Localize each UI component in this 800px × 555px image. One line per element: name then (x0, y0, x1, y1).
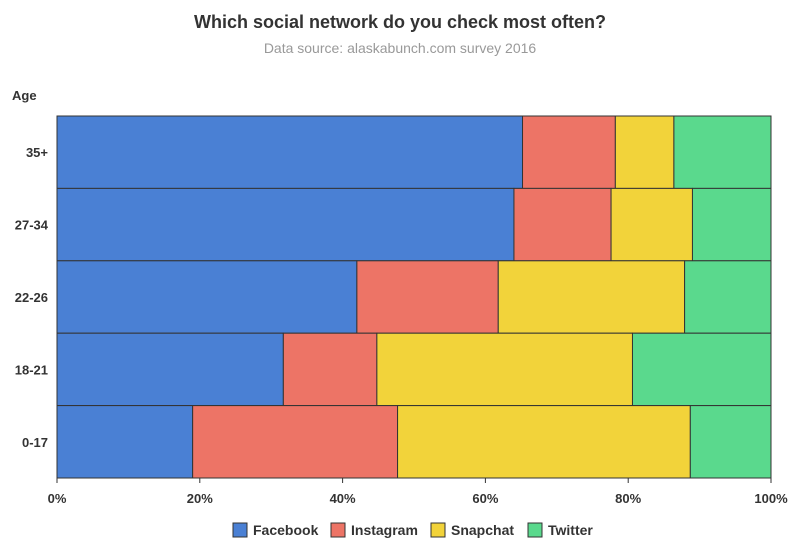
x-tick-label: 20% (187, 491, 213, 506)
bar-instagram-18-21[interactable] (282, 332, 378, 407)
legend-label-twitter[interactable]: Twitter (548, 522, 593, 538)
bar-facebook-22-26[interactable] (56, 260, 358, 334)
bar-snapchat-22-26[interactable] (497, 260, 686, 334)
chart-subtitle: Data source: alaskabunch.com survey 2016 (264, 40, 537, 56)
bar-instagram-0-17[interactable] (192, 405, 399, 479)
legend-label-facebook[interactable]: Facebook (253, 522, 319, 538)
bars-group (56, 115, 772, 479)
legend-swatch-facebook[interactable] (232, 522, 248, 538)
y-tick-label: 27-34 (15, 218, 49, 233)
y-tick-label: 22-26 (15, 290, 48, 305)
bar-facebook-18-21[interactable] (56, 332, 284, 407)
x-tick-label: 0% (48, 491, 67, 506)
legend-swatch-instagram[interactable] (330, 522, 346, 538)
chart-title: Which social network do you check most o… (194, 12, 606, 32)
bar-facebook-0-17[interactable] (56, 405, 194, 479)
x-tick-label: 40% (330, 491, 356, 506)
legend-swatch-snapchat[interactable] (430, 522, 446, 538)
y-tick-label: 35+ (26, 145, 48, 160)
legend-swatch-twitter[interactable] (527, 522, 543, 538)
bar-twitter-22-26[interactable] (684, 260, 772, 334)
bar-facebook-27-34[interactable] (56, 187, 515, 262)
bar-snapchat-18-21[interactable] (376, 332, 633, 407)
legend-label-snapchat[interactable]: Snapchat (451, 522, 514, 538)
y-axis-title: Age (12, 88, 37, 103)
bar-snapchat-35+[interactable] (614, 115, 675, 189)
bar-twitter-0-17[interactable] (689, 405, 772, 479)
bar-facebook-35+[interactable] (56, 115, 524, 189)
y-tick-label: 18-21 (15, 362, 48, 377)
legend-label-instagram[interactable]: Instagram (351, 522, 418, 538)
y-axis-labels: 35+ 27-34 22-26 18-21 0-17 (15, 145, 49, 450)
legend[interactable]: Facebook Instagram Snapchat Twitter (232, 522, 593, 538)
bar-twitter-27-34[interactable] (691, 187, 772, 262)
bar-snapchat-27-34[interactable] (610, 187, 693, 262)
x-axis: 0% 20% 40% 60% 80% 100% (48, 478, 788, 506)
bar-twitter-18-21[interactable] (631, 332, 772, 407)
x-tick-label: 100% (754, 491, 788, 506)
x-tick-label: 80% (615, 491, 641, 506)
bar-instagram-22-26[interactable] (356, 260, 499, 334)
bar-instagram-27-34[interactable] (513, 187, 612, 262)
bar-snapchat-0-17[interactable] (397, 405, 691, 479)
bar-twitter-35+[interactable] (673, 115, 772, 189)
x-tick-label: 60% (472, 491, 498, 506)
bar-instagram-35+[interactable] (522, 115, 616, 189)
y-tick-label: 0-17 (22, 435, 48, 450)
